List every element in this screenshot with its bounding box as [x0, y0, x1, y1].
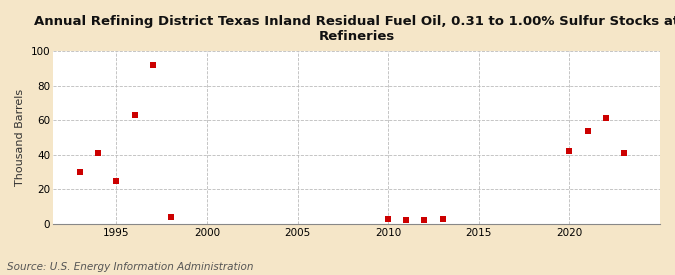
Point — [437, 216, 448, 221]
Point — [165, 215, 176, 219]
Point — [564, 149, 575, 153]
Point — [147, 63, 158, 67]
Point — [618, 151, 629, 155]
Point — [383, 216, 394, 221]
Point — [582, 128, 593, 133]
Point — [111, 178, 122, 183]
Point — [129, 113, 140, 117]
Text: Source: U.S. Energy Information Administration: Source: U.S. Energy Information Administ… — [7, 262, 253, 272]
Point — [75, 170, 86, 174]
Point — [401, 218, 412, 222]
Title: Annual Refining District Texas Inland Residual Fuel Oil, 0.31 to 1.00% Sulfur St: Annual Refining District Texas Inland Re… — [34, 15, 675, 43]
Point — [419, 218, 430, 222]
Point — [600, 116, 611, 121]
Point — [93, 151, 104, 155]
Y-axis label: Thousand Barrels: Thousand Barrels — [15, 89, 25, 186]
